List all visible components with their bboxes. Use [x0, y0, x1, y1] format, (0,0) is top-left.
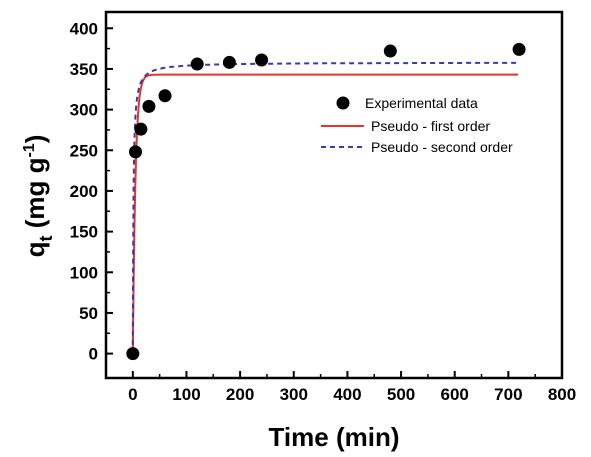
x-tick-label: 300: [280, 385, 308, 404]
x-tick-label: 100: [172, 385, 200, 404]
x-tick-label: 800: [548, 385, 576, 404]
x-tick-label: 200: [226, 385, 254, 404]
plot-frame: [104, 10, 564, 380]
legend-label-experimental: Experimental data: [365, 95, 478, 111]
x-tick-label: 500: [387, 385, 415, 404]
y-tick-label: 100: [70, 263, 98, 282]
x-tick-label: 600: [441, 385, 469, 404]
y-tick-label: 150: [70, 223, 98, 242]
data-point: [129, 145, 143, 159]
y-axis-title-superscript: -1: [21, 143, 38, 157]
y-tick-label: 50: [79, 304, 98, 323]
y-axis-title: qt (mg g-1): [20, 135, 56, 258]
y-axis-title-unit: (mg g: [20, 158, 50, 236]
legend: Experimental data Pseudo - first order P…: [321, 95, 513, 155]
data-point: [190, 57, 204, 71]
x-axis-title: Time (min): [269, 422, 400, 452]
y-axis-title-close: ): [20, 135, 50, 144]
data-point: [126, 347, 140, 361]
x-tick-label: 400: [333, 385, 361, 404]
data-point: [134, 122, 148, 136]
plot-area: [126, 42, 526, 361]
data-point: [512, 42, 526, 56]
y-tick-label: 400: [70, 19, 98, 38]
legend-marker-experimental: [336, 96, 350, 110]
data-point: [255, 53, 269, 67]
series-line-second-order: [131, 61, 518, 354]
data-point: [142, 99, 156, 113]
axes: 0 100 200 300 400 500 600 700 800 0 50 100 150 200 250…: [70, 10, 576, 404]
x-tick-label: 700: [494, 385, 522, 404]
series-line-first-order: [131, 73, 518, 354]
legend-label-second-order: Pseudo - second order: [371, 139, 513, 155]
y-tick-label: 0: [89, 345, 98, 364]
data-point: [158, 89, 172, 103]
y-tick-label: 300: [70, 101, 98, 120]
x-tick-label: 0: [128, 385, 137, 404]
y-tick-label: 350: [70, 60, 98, 79]
legend-label-first-order: Pseudo - first order: [371, 118, 490, 134]
y-axis-title-main: q: [20, 242, 50, 258]
y-tick-label: 200: [70, 182, 98, 201]
y-axis-title-subscript: t: [36, 236, 56, 242]
y-tick-label: 250: [70, 141, 98, 160]
data-point: [383, 44, 397, 58]
data-point: [222, 55, 236, 69]
